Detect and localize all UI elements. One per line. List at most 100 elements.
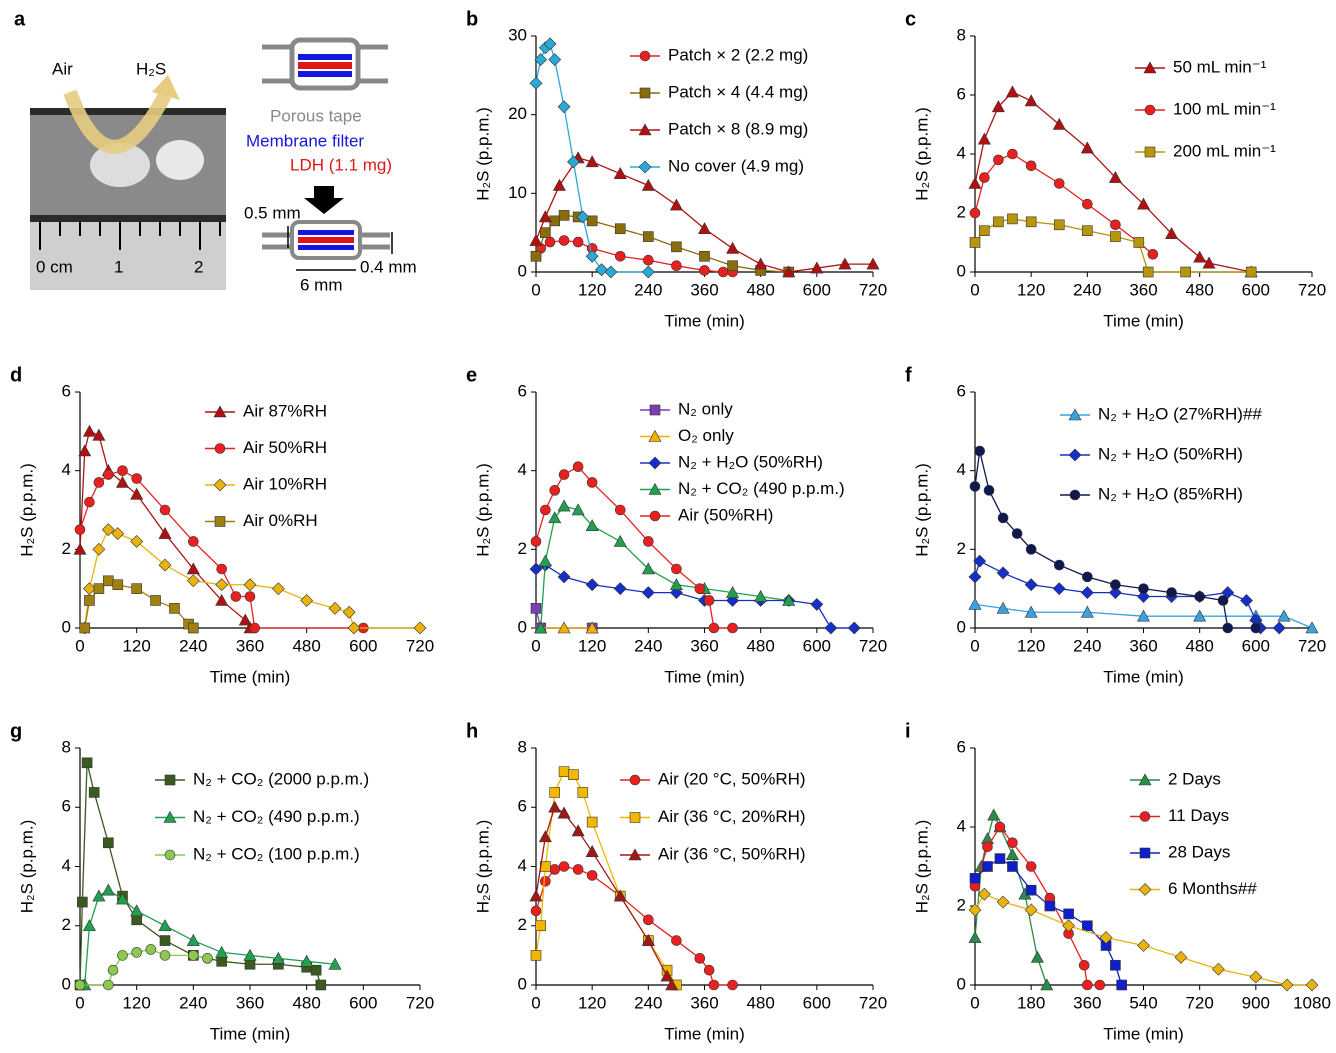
legend-marker [214, 516, 226, 527]
data-point [585, 519, 599, 532]
data-point [107, 964, 119, 976]
data-point [810, 597, 824, 611]
data-point [1007, 837, 1018, 849]
legend-label: N₂ + CO₂ (100 p.p.m.) [193, 844, 360, 863]
legend-label: No cover (4.9 mg) [668, 156, 804, 175]
data-point [1099, 931, 1113, 945]
data-point [641, 265, 655, 279]
y-tick-label: 6 [62, 797, 71, 816]
y-tick-label: 6 [62, 381, 71, 400]
y-tick-label: 0 [518, 261, 527, 280]
data-point [1025, 884, 1037, 896]
data-point [77, 896, 88, 908]
x-tick-label: 120 [578, 636, 606, 655]
data-point [540, 876, 551, 887]
data-point [671, 260, 682, 272]
data-point [983, 485, 995, 496]
x-tick-label: 720 [406, 636, 434, 655]
x-tick-label: 360 [690, 280, 718, 299]
legend-marker [1138, 883, 1152, 896]
y-tick-label: 4 [957, 460, 966, 479]
data-point [586, 215, 598, 227]
data-point [300, 594, 314, 607]
data-point [973, 554, 987, 568]
flow-arrow [63, 89, 172, 154]
data-point [577, 787, 589, 798]
data-point [1053, 219, 1065, 231]
y-axis-title: H₂S (p.p.m.) [17, 463, 36, 557]
data-point [1082, 979, 1093, 991]
data-point [413, 621, 427, 635]
data-point [1305, 621, 1319, 634]
x-tick-label: 360 [236, 636, 264, 655]
data-point [540, 504, 551, 516]
data-point [660, 969, 674, 982]
data-point [694, 583, 706, 594]
data-point [1024, 903, 1038, 917]
data-point [548, 800, 562, 813]
data-point [1044, 900, 1056, 912]
data-point [347, 621, 361, 635]
y-tick-label: 6 [957, 737, 966, 756]
data-point [979, 172, 990, 183]
data-point [969, 207, 981, 219]
legend-marker [639, 87, 651, 99]
series-line [535, 806, 673, 986]
series-line [974, 153, 1154, 255]
panel-label: f [905, 364, 912, 386]
y-tick-label: 2 [957, 539, 966, 558]
data-point [1108, 170, 1122, 183]
data-point [726, 241, 740, 254]
data-point [538, 830, 552, 843]
legend-marker [164, 774, 176, 786]
tape [262, 44, 388, 84]
data-point [1080, 605, 1094, 618]
legend-marker [639, 50, 651, 62]
series-line [84, 889, 336, 986]
data-point [1222, 622, 1234, 634]
data-point [328, 957, 342, 970]
legend-label: 2 Days [1168, 769, 1221, 788]
x-tick-label: 480 [292, 636, 320, 655]
data-point [538, 210, 552, 223]
data-point [1138, 583, 1149, 594]
data-point [1202, 256, 1216, 269]
data-point [549, 485, 561, 496]
data-point [130, 487, 144, 500]
y-axis-title: H₂S (p.p.m.) [912, 463, 931, 557]
data-point [188, 950, 199, 961]
data-point [310, 964, 322, 976]
x-tick-label: 720 [859, 993, 887, 1012]
data-point [969, 873, 981, 884]
chart-panel: b 0 10 20 30 0 120 240 360 480 600 720 Time (min) H₂S… [466, 8, 887, 330]
data-point [215, 578, 229, 592]
legend-label: N₂ + CO₂ (2000 p.p.m.) [193, 769, 369, 788]
data-point [549, 864, 561, 875]
y-tick-label: 0 [62, 617, 71, 636]
tape [290, 220, 362, 260]
x-axis-title: Time (min) [1103, 311, 1184, 330]
data-point [529, 233, 543, 246]
data-point [158, 919, 172, 932]
legend-label: Air (20 °C, 50%RH) [658, 769, 806, 788]
data-point [215, 945, 229, 958]
y-axis-title: H₂S (p.p.m.) [17, 820, 36, 914]
chart-panel: f 0 2 4 6 0 120 240 360 480 600 720 Time (min) H₂S (p… [905, 364, 1326, 686]
data-point [82, 919, 96, 932]
data-point [866, 257, 880, 270]
data-point [549, 787, 561, 798]
data-point [558, 210, 570, 221]
data-point [1005, 85, 1019, 98]
data-point [576, 210, 590, 224]
x-axis-title: Time (min) [210, 667, 291, 686]
data-point [754, 257, 768, 270]
data-point [543, 37, 557, 51]
data-point [595, 263, 608, 277]
legend-marker [648, 482, 662, 495]
x-tick-label: 0 [75, 636, 84, 655]
data-point [993, 154, 1004, 166]
chart-panel: d 0 2 4 6 0 120 240 360 480 600 720 Time (min) H₂S (p… [10, 364, 434, 686]
data-point [643, 254, 654, 266]
data-point [977, 887, 991, 901]
dimension-lines [287, 226, 393, 271]
